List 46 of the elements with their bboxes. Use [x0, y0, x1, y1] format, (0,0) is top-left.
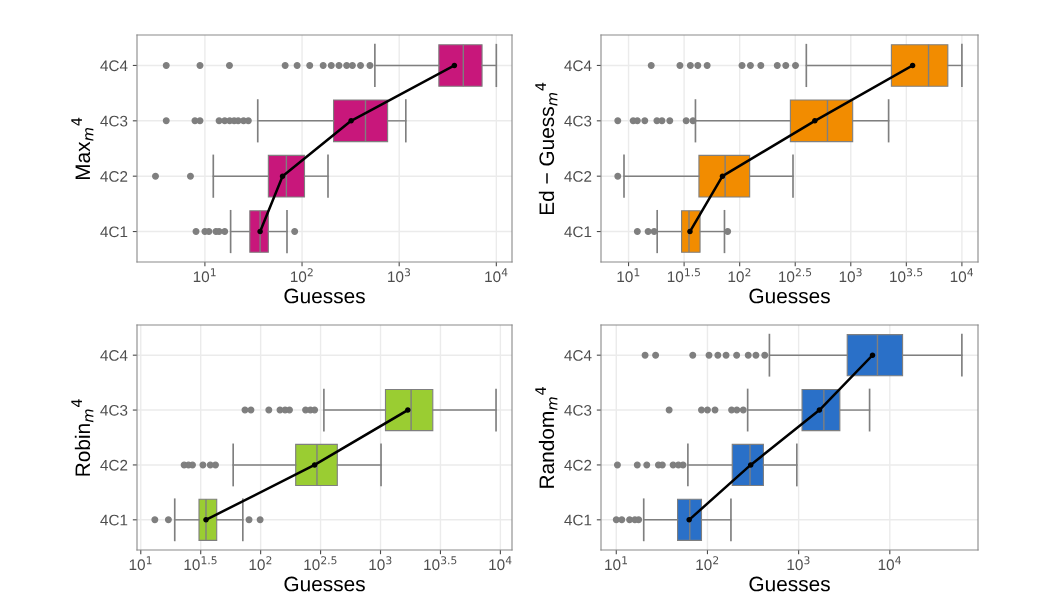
y-tick-label: 4C2	[564, 171, 592, 182]
y-axis-title: Max$_{m}$$^{4}$	[71, 117, 94, 180]
x-tick-label: 10$^{1}$	[129, 556, 152, 571]
x-tick-label: 10$^{4}$	[950, 268, 974, 283]
y-tick-label: 4C3	[564, 115, 592, 127]
y-tick-label: 4C3	[564, 404, 592, 416]
x-tick-label: 10$^{2}$	[696, 556, 719, 571]
x-tick-label: 10$^{3.5}$	[890, 268, 923, 283]
x-tick-label: 10$^{2}$	[728, 268, 751, 283]
x-tick-label: 10$^{4}$	[485, 268, 508, 283]
y-tick-label: 4C3	[100, 115, 128, 127]
x-tick-label: 10$^{3.5}$	[424, 556, 457, 571]
y-tick-label: 4C2	[100, 459, 128, 471]
x-tick-label: 10$^{1.5}$	[667, 268, 700, 283]
y-tick-label: 4C1	[564, 514, 592, 526]
x-tick-label: 10$^{3}$	[787, 556, 810, 571]
x-axis-title: Guesses	[749, 576, 830, 592]
x-tick-label: 10$^{1}$	[617, 268, 640, 283]
x-axis-title: Guesses	[284, 576, 365, 592]
x-tick-label: 10$^{2.5}$	[779, 268, 812, 283]
y-tick-label: 4C1	[100, 514, 128, 526]
y-tick-label: 4C4	[564, 350, 592, 361]
x-tick-label: 10$^{3}$	[369, 556, 392, 571]
x-tick-label: 10$^{3}$	[839, 268, 862, 283]
y-tick-label: 4C1	[100, 226, 128, 238]
x-tick-label: 10$^{2.5}$	[304, 556, 337, 571]
y-tick-label: 4C2	[100, 171, 128, 182]
x-axis-title: Guesses	[749, 288, 830, 304]
y-axis-title: Ed − Guess$_{m}$$^{4}$	[535, 82, 558, 215]
x-tick-label: 10$^{4}$	[489, 556, 512, 571]
x-tick-label: 10$^{4}$	[878, 556, 901, 571]
x-tick-label: 10$^{1}$	[605, 556, 628, 571]
y-axis-title: Robin$_{m}$$^{4}$	[71, 399, 94, 476]
y-tick-label: 4C4	[100, 60, 128, 72]
y-tick-label: 4C3	[100, 404, 128, 416]
x-tick-label: 10$^{3}$	[388, 268, 411, 283]
x-tick-label: 10$^{2}$	[249, 556, 272, 571]
y-tick-label: 4C4	[564, 60, 592, 72]
y-axis-title: Random$_{m}$$^{4}$	[535, 387, 558, 488]
x-tick-label: 10$^{1}$	[193, 268, 216, 283]
x-axis-title: Guesses	[284, 288, 365, 304]
y-tick-label: 4C2	[564, 459, 592, 471]
x-tick-label: 10$^{2}$	[290, 268, 313, 283]
x-tick-label: 10$^{1.5}$	[184, 556, 217, 571]
y-tick-label: 4C1	[564, 226, 592, 238]
y-tick-label: 4C4	[100, 350, 128, 361]
